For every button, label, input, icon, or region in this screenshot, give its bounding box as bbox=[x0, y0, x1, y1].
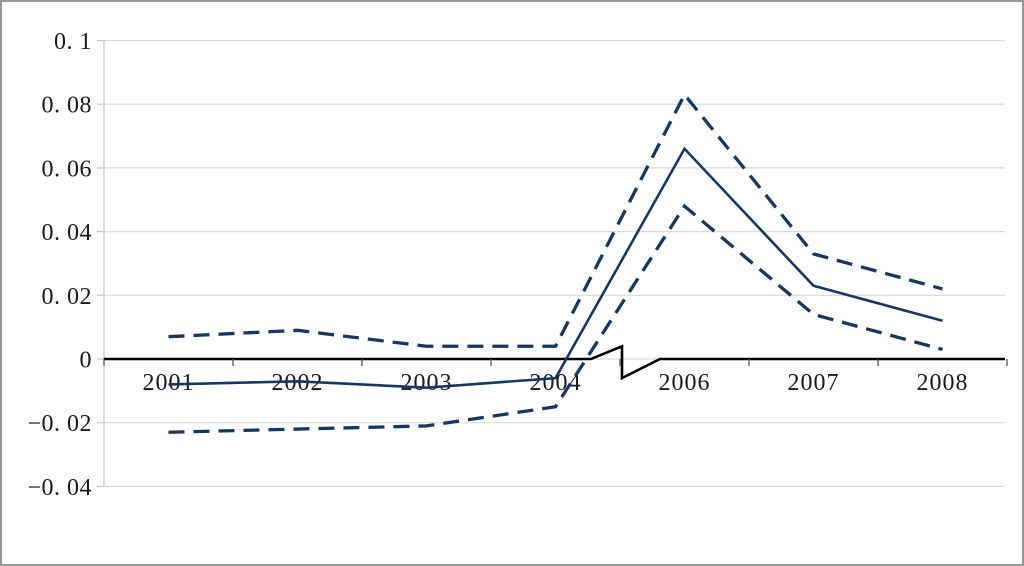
y-tick-label: 0. 08 bbox=[42, 93, 93, 119]
x-tick-label: 2003 bbox=[401, 370, 453, 396]
y-tick-label: 0. 06 bbox=[42, 156, 93, 182]
x-tick-label: 2004 bbox=[530, 370, 582, 396]
series-upper-confidence-bound bbox=[168, 91, 943, 348]
series-lower-confidence-bound bbox=[168, 203, 943, 434]
y-tick-label: −0. 04 bbox=[27, 475, 92, 501]
x-tick-label: 2008 bbox=[917, 370, 969, 396]
series-point-estimate bbox=[168, 146, 943, 389]
y-tick-label: 0. 04 bbox=[42, 220, 93, 246]
y-tick-label: 0 bbox=[80, 348, 93, 374]
y-tick-label: 0. 02 bbox=[42, 284, 93, 310]
x-tick-label: 2007 bbox=[788, 370, 840, 396]
y-tick-label: −0. 02 bbox=[27, 411, 92, 437]
x-tick-label: 2006 bbox=[659, 370, 711, 396]
y-tick-label: 0. 1 bbox=[54, 29, 92, 55]
x-axis-line-with-break bbox=[104, 344, 1005, 381]
